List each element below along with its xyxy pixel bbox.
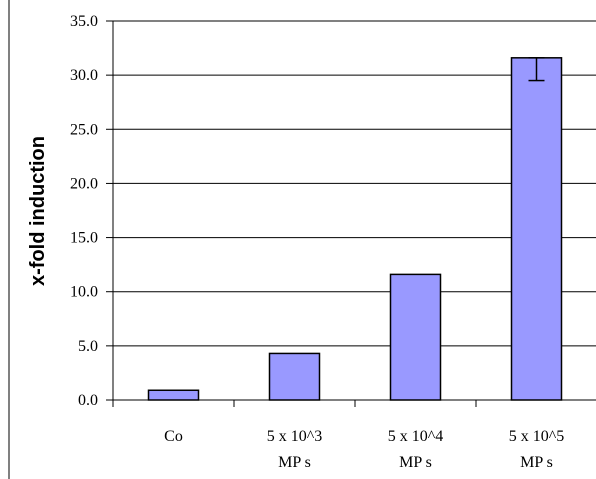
x-tick-label: MP s xyxy=(520,454,553,471)
x-tick-label: 5 x 10^3 xyxy=(267,428,323,445)
x-tick-label: MP s xyxy=(278,454,311,471)
y-tick-label: 15.0 xyxy=(70,230,98,247)
x-tick-label: Co xyxy=(164,428,183,445)
bar xyxy=(389,273,442,401)
y-tick-label: 30.0 xyxy=(70,67,98,84)
y-tick-label: 35.0 xyxy=(70,13,98,30)
y-tick-label: 0.0 xyxy=(78,392,98,409)
y-tick-label: 20.0 xyxy=(70,175,98,192)
x-tick-labels: Co 5 x 10^3 MP s 5 x 10^4 MP s 5 x 10^5 MP s xyxy=(164,428,564,471)
y-tick-label: 5.0 xyxy=(78,338,98,355)
y-tick-labels: 0.0 5.0 10.0 15.0 20.0 25.0 30.0 35.0 xyxy=(70,13,98,409)
axes xyxy=(106,20,596,407)
x-tick-label: 5 x 10^5 xyxy=(509,428,565,445)
bar xyxy=(268,352,321,401)
y-tick-label: 10.0 xyxy=(70,284,98,301)
y-axis-label: x-fold induction xyxy=(27,136,49,286)
x-tick-label: 5 x 10^4 xyxy=(388,428,444,445)
bars xyxy=(147,57,563,401)
x-tick-label: MP s xyxy=(399,454,432,471)
gridlines xyxy=(113,20,596,347)
bar xyxy=(147,389,200,401)
y-tick-label: 25.0 xyxy=(70,121,98,138)
bar xyxy=(510,57,563,401)
